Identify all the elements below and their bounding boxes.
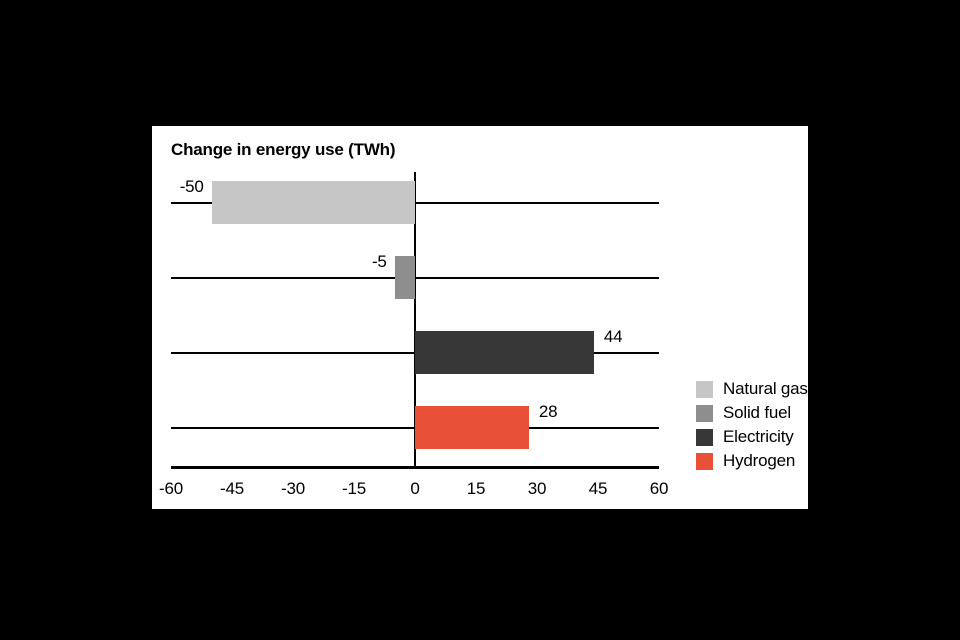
legend-item-hydrogen: Hydrogen [696,452,795,470]
legend-item-natural-gas: Natural gas [696,380,808,398]
chart-panel: Change in energy use (TWh) -50 -5 44 28 -60-… [152,126,808,509]
zero-baseline [414,172,416,469]
legend-swatch-natural-gas [696,380,713,398]
x-tick-label-neg15: -15 [342,479,366,498]
x-tick-label-30: 30 [527,479,547,498]
value-label-hydrogen: 28 [538,402,558,421]
bar-natural-gas [211,181,415,224]
bar-hydrogen [415,406,529,449]
x-tick-label-neg30: -30 [281,479,305,498]
legend-label-electricity: Electricity [723,427,794,446]
value-label-electricity: 44 [603,327,623,346]
x-axis-line [171,466,659,469]
bar-solid-fuel [394,256,415,299]
legend-swatch-hydrogen [696,452,713,470]
x-tick-label-neg60: -60 [159,479,183,498]
legend: Natural gas Solid fuel Electricity Hydrogen [152,126,808,509]
legend-item-electricity: Electricity [696,428,794,446]
x-tick-label-15: 15 [466,479,486,498]
value-label-natural-gas: -50 [179,177,204,196]
bar-electricity [415,331,594,374]
legend-label-natural-gas: Natural gas [723,379,808,398]
x-tick-label-0: 0 [410,479,420,498]
legend-item-solid-fuel: Solid fuel [696,404,791,422]
legend-label-solid-fuel: Solid fuel [723,403,791,422]
legend-swatch-solid-fuel [696,404,713,422]
value-label-solid-fuel: -5 [371,252,387,271]
legend-label-hydrogen: Hydrogen [723,451,796,470]
x-tick-label-45: 45 [588,479,608,498]
plot-area: -50 -5 44 28 -60 -45 -30 -15 0 15 30 45 60 [152,126,808,509]
chart-title: Change in energy use (TWh) [171,140,396,159]
x-tick-label-neg45: -45 [220,479,244,498]
x-tick-label-60: 60 [649,479,669,498]
legend-swatch-electricity [696,428,713,446]
